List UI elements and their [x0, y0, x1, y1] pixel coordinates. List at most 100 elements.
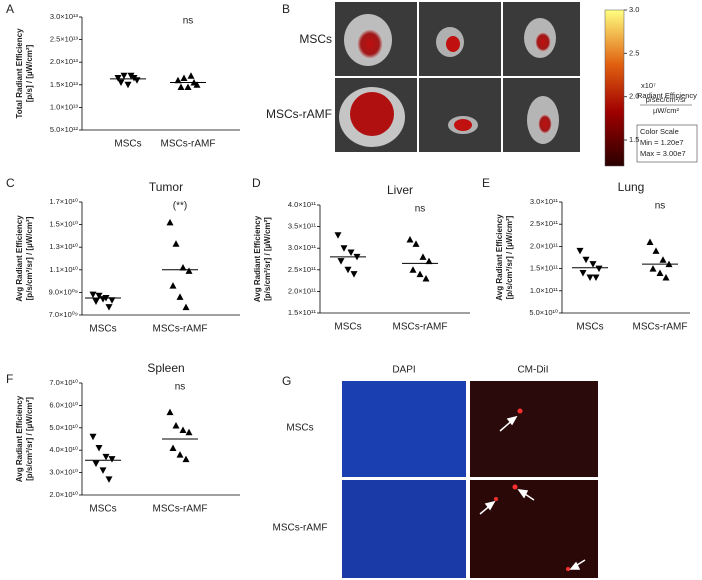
y-tick-label: 1.5×10¹¹ [288, 308, 317, 317]
data-point [412, 240, 420, 247]
y-tick-label: 2.5×10¹³ [50, 35, 79, 44]
y-tick-label: 5.0×10¹² [50, 125, 79, 134]
y-tick-label: 4.0×10¹¹ [288, 200, 317, 209]
x-tick-label: MSCs [576, 322, 603, 333]
data-point [179, 264, 187, 271]
y-tick-label: 1.1×10¹⁰ [49, 265, 78, 274]
x-tick-label: MSCs-rAMF [153, 504, 208, 515]
y-tick-label: 6.0×10¹⁰ [49, 400, 78, 409]
panel-letter: G [282, 374, 291, 388]
y-tick-label: 3.0×10¹¹ [530, 197, 559, 206]
data-point [586, 274, 594, 281]
data-point [576, 247, 584, 255]
data-point [92, 460, 100, 468]
y-tick-label: 2.0×10¹¹ [530, 241, 559, 250]
data-point [425, 257, 433, 265]
data-point [646, 238, 654, 245]
y-tick-label: 5.0×10¹⁰ [49, 423, 78, 432]
data-point [340, 245, 348, 252]
data-point [193, 81, 201, 88]
data-point [592, 274, 600, 281]
imaging-images [335, 2, 698, 167]
data-point [169, 444, 177, 451]
data-point [117, 79, 125, 87]
data-point [187, 72, 195, 79]
data-point [350, 271, 358, 278]
y-tick-label: 9.0×10⁰⁹ [49, 287, 78, 296]
data-point [347, 249, 355, 257]
annotation: ns [175, 382, 186, 393]
data-point [172, 422, 180, 429]
row-label: MSCs-rAMF [273, 523, 328, 534]
data-point [105, 476, 113, 483]
data-point [177, 83, 185, 91]
y-tick-label: 3.0×10¹³ [50, 12, 79, 21]
data-point [182, 303, 190, 311]
data-point [166, 218, 174, 226]
colorbar-note: Min = 1.20e7 [640, 138, 684, 147]
data-point [649, 265, 657, 272]
data-point [120, 72, 128, 80]
y-tick-label: 3.0×10¹⁰ [49, 468, 78, 477]
data-point [184, 83, 192, 91]
x-tick-label: MSCs [89, 324, 116, 335]
data-point [582, 256, 590, 264]
data-point [124, 81, 132, 89]
colorbar-tick-label: 1.5 [629, 135, 639, 144]
x-tick-label: MSCs [334, 322, 361, 333]
y-tick-label: 3.0×10¹¹ [288, 243, 317, 252]
data-point [185, 428, 193, 436]
annotation: ns [655, 201, 666, 212]
y-tick-label: 7.0×10⁰⁹ [49, 310, 78, 319]
data-point [176, 293, 184, 300]
column-label: DAPI [392, 365, 415, 376]
colorbar-unit: µW/cm² [653, 106, 679, 115]
x-tick-label: MSCs-rAMF [393, 322, 448, 333]
annotation: ns [183, 16, 194, 27]
data-point [344, 266, 352, 274]
data-point [169, 282, 177, 289]
y-tick-label: 1.5×10¹¹ [530, 264, 559, 273]
x-tick-label: MSCs-rAMF [161, 139, 216, 150]
x-tick-label: MSCs-rAMF [633, 322, 688, 333]
data-point [416, 270, 424, 278]
y-axis-label: Avg Radiant Efficiency [495, 214, 504, 301]
y-tick-label: 5.0×10¹⁰ [529, 308, 558, 317]
y-axis-label: [p/s/cm²/sr] / [µW/cm²] [25, 216, 34, 300]
chart-title: Lung [618, 180, 645, 194]
colorbar-multiplier: x10⁷ [641, 81, 656, 90]
chart-title: Liver [387, 183, 413, 197]
y-tick-label: 3.5×10¹¹ [288, 222, 317, 231]
data-point [422, 274, 430, 282]
y-tick-label: 1.0×10¹³ [50, 102, 79, 111]
y-axis-label: Total Radiant Efficiency [15, 28, 24, 119]
y-tick-label: 4.0×10¹⁰ [49, 445, 78, 454]
y-axis-label: Avg Radiant Efficiency [15, 215, 24, 302]
panel-letter: D [252, 176, 261, 190]
colorbar-unit: p/sec/cm²/sr [646, 95, 687, 104]
data-point [92, 298, 100, 305]
data-point [89, 291, 97, 299]
row-label: MSCs [286, 423, 313, 434]
colorbar-note: Color Scale [640, 127, 679, 136]
data-point [108, 297, 116, 304]
x-tick-label: MSCs-rAMF [153, 324, 208, 335]
annotation: (**) [173, 201, 187, 212]
column-label: CM-DiI [517, 365, 548, 376]
data-point [89, 433, 97, 441]
data-point [105, 304, 113, 311]
data-point [102, 453, 110, 461]
y-tick-label: 2.5×10¹¹ [530, 219, 559, 228]
data-point [166, 408, 174, 416]
y-axis-label: Avg Radiant Efficiency [253, 215, 262, 302]
x-tick-label: MSCs [114, 139, 141, 150]
y-tick-label: 7.0×10¹⁰ [49, 378, 78, 387]
y-tick-label: 2.0×10¹⁰ [49, 490, 78, 499]
data-point [595, 265, 603, 273]
y-axis-label: [p/s/cm²/sr] / [µW/cm²] [25, 397, 34, 481]
y-tick-label: 1.0×10¹¹ [530, 286, 559, 295]
panel-letter: E [482, 176, 490, 190]
data-point [185, 267, 193, 274]
row-label: MSCs-rAMF [266, 107, 332, 121]
